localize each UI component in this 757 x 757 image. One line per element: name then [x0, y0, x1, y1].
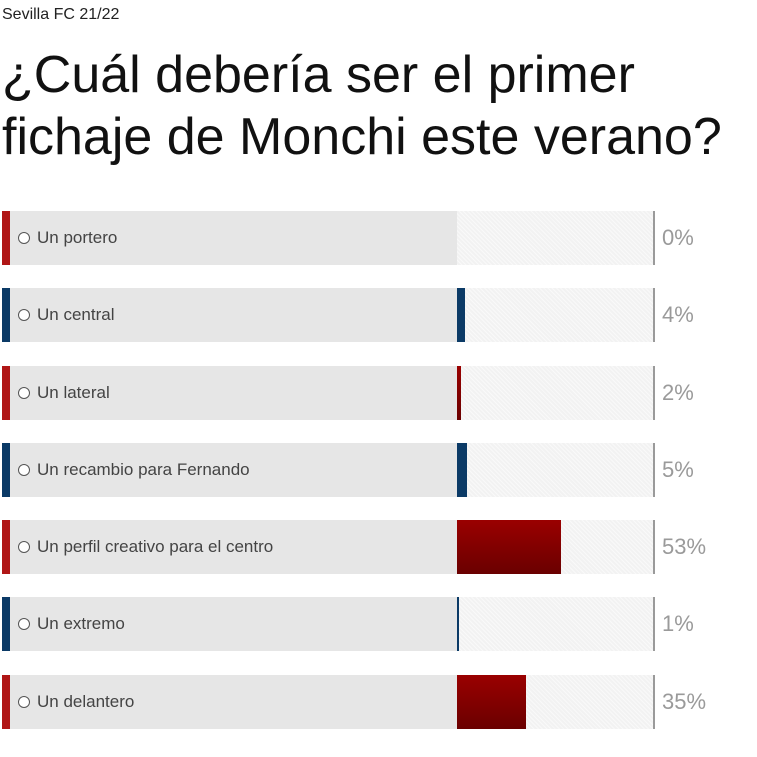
- option-label-cell[interactable]: Un delantero: [10, 674, 457, 729]
- poll-option[interactable]: Un lateral 2%: [2, 365, 752, 420]
- result-bar-track: [457, 520, 653, 575]
- result-bar-track: [457, 674, 653, 729]
- poll-option[interactable]: Un delantero 35%: [2, 674, 752, 729]
- result-percent: 1%: [662, 611, 694, 637]
- poll-option[interactable]: Un portero 0%: [2, 211, 752, 265]
- option-accent-stripe: [2, 674, 10, 729]
- result-percent: 2%: [662, 379, 694, 405]
- result-bar-fill: [457, 365, 461, 420]
- option-label: Un delantero: [37, 691, 135, 711]
- bar-divider: [653, 674, 655, 729]
- result-percent: 0%: [662, 225, 694, 250]
- option-label-cell[interactable]: Un perfil creativo para el centro: [10, 520, 457, 575]
- result-percent: 35%: [662, 688, 707, 714]
- option-label-cell[interactable]: Un lateral: [10, 365, 457, 420]
- option-label-cell[interactable]: Un portero: [10, 211, 457, 265]
- option-accent-stripe: [2, 597, 10, 652]
- option-accent-stripe: [2, 288, 10, 343]
- poll-option[interactable]: Un extremo 1%: [2, 597, 752, 652]
- result-bar-fill: [457, 442, 467, 497]
- result-bar-fill: [457, 288, 465, 343]
- bar-divider: [653, 288, 655, 343]
- result-bar-track: [457, 365, 653, 420]
- option-label: Un perfil creativo para el centro: [37, 537, 274, 557]
- radio-button-icon[interactable]: [18, 386, 30, 399]
- radio-button-icon[interactable]: [18, 463, 30, 476]
- poll-options: Un portero 0% Un central 4% Un lateral 2…: [2, 211, 752, 752]
- result-percent: 4%: [662, 302, 694, 328]
- option-label: Un portero: [37, 228, 118, 247]
- result-bar-track: [457, 211, 653, 265]
- result-bar-track: [457, 597, 653, 652]
- result-bar-fill: [457, 597, 459, 652]
- poll-option[interactable]: Un recambio para Fernando 5%: [2, 442, 752, 497]
- radio-button-icon[interactable]: [18, 541, 30, 554]
- option-label-cell[interactable]: Un recambio para Fernando: [10, 442, 457, 497]
- poll-option[interactable]: Un central 4%: [2, 288, 752, 343]
- bar-divider: [653, 365, 655, 420]
- result-bar-fill: [457, 520, 561, 575]
- option-label-cell[interactable]: Un extremo: [10, 597, 457, 652]
- bar-divider: [653, 211, 655, 265]
- option-label-cell[interactable]: Un central: [10, 288, 457, 343]
- poll-option[interactable]: Un perfil creativo para el centro 53%: [2, 520, 752, 575]
- option-label: Un lateral: [37, 382, 110, 402]
- result-bar-track: [457, 288, 653, 343]
- result-percent: 53%: [662, 534, 707, 560]
- option-label: Un recambio para Fernando: [37, 459, 250, 479]
- option-accent-stripe: [2, 365, 10, 420]
- radio-button-icon[interactable]: [18, 309, 30, 322]
- option-accent-stripe: [2, 520, 10, 575]
- result-percent: 5%: [662, 456, 694, 482]
- option-label: Un central: [37, 305, 115, 325]
- radio-button-icon[interactable]: [18, 695, 30, 708]
- radio-button-icon[interactable]: [18, 618, 30, 631]
- option-label: Un extremo: [37, 614, 125, 634]
- radio-button-icon[interactable]: [18, 232, 30, 244]
- result-bar-track: [457, 442, 653, 497]
- bar-divider: [653, 520, 655, 575]
- poll-kicker: Sevilla FC 21/22: [2, 6, 120, 23]
- result-bar-fill: [457, 674, 526, 729]
- poll-question: ¿Cuál debería ser el primer fichaje de M…: [2, 46, 722, 166]
- bar-divider: [653, 442, 655, 497]
- option-accent-stripe: [2, 442, 10, 497]
- option-accent-stripe: [2, 211, 10, 265]
- bar-divider: [653, 597, 655, 652]
